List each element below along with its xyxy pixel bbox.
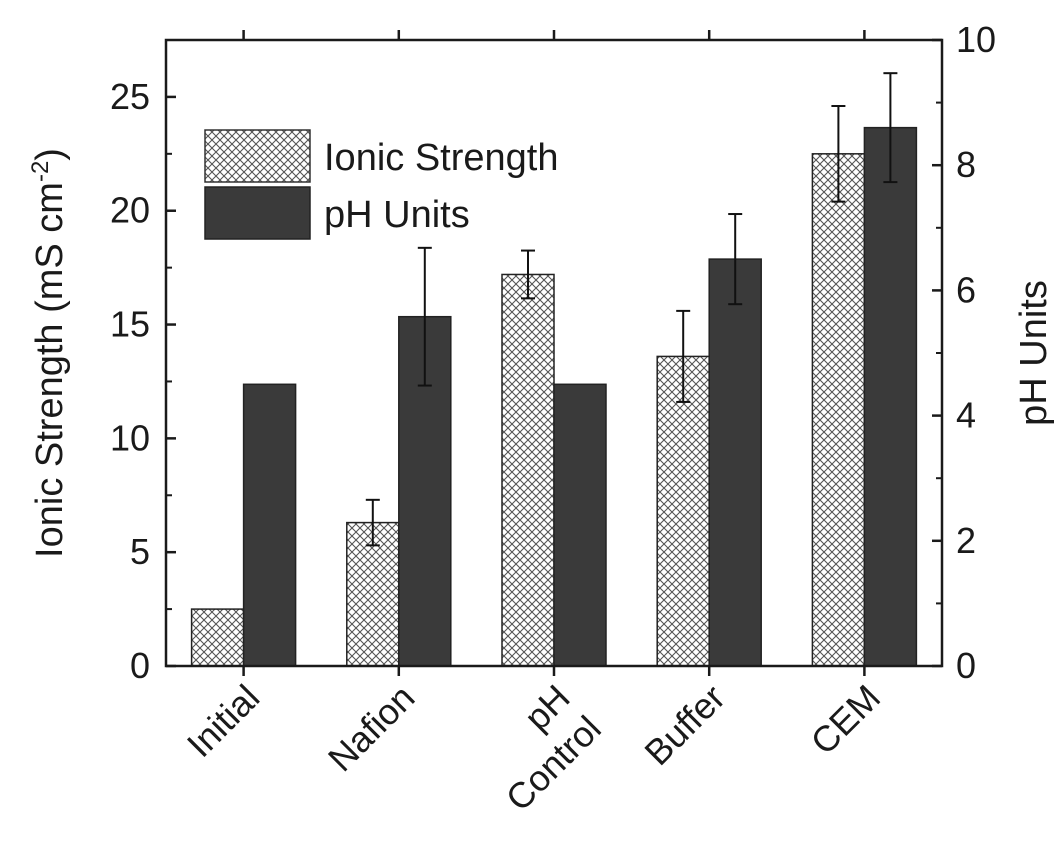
x-tick-label-line: CEM	[802, 677, 888, 763]
legend-label-ionic-strength: Ionic Strength	[324, 137, 558, 179]
left-axis: 0 5 10 15 20 25	[110, 76, 176, 686]
bar-ionic-strength	[501, 273, 555, 667]
x-tick-label-line: Nafion	[320, 677, 423, 780]
legend-label-ph-units: pH Units	[324, 194, 470, 236]
right-tick-label: 10	[956, 19, 996, 60]
right-tick-label: 6	[956, 269, 976, 310]
bar-ionic-strength	[811, 153, 866, 667]
right-tick-label: 2	[956, 520, 976, 561]
right-axis-title: pH Units	[1013, 280, 1055, 426]
right-tick-label: 8	[956, 144, 976, 185]
x-tick-label: Nafion	[320, 677, 423, 780]
bar-ph-units	[398, 315, 452, 667]
left-axis-title: Ionic Strength (mS cm-2)	[27, 148, 71, 558]
x-tick-label-line: Buffer	[636, 677, 732, 773]
x-tick-label-line: Initial	[179, 677, 267, 765]
bar-ionic-strength	[190, 608, 245, 667]
left-tick-label: 0	[130, 645, 150, 686]
left-tick-label: 25	[110, 76, 150, 117]
error-bar-ionic-strength	[676, 309, 691, 403]
error-bar-ionic-strength	[365, 498, 380, 547]
bar-ph-units	[242, 383, 297, 667]
left-axis-title-main: Ionic Strength (mS cm	[29, 182, 71, 558]
error-bar-ph-units	[728, 213, 743, 306]
legend: Ionic Strength pH Units	[204, 129, 558, 240]
left-tick-label: 5	[130, 531, 150, 572]
right-tick-label: 4	[956, 395, 976, 436]
right-tick-label: 0	[956, 645, 976, 686]
error-bar-ph-units	[883, 72, 898, 184]
error-bar-ionic-strength	[831, 105, 846, 203]
x-tick-label: pHControl	[467, 677, 609, 819]
error-bar-ionic-strength	[521, 249, 535, 300]
error-bars-layer	[365, 72, 898, 547]
bars-layer	[190, 126, 918, 667]
bar-ph-units	[863, 126, 918, 667]
left-axis-title-superscript: -2	[27, 161, 54, 182]
left-axis-title-end: )	[29, 148, 71, 161]
bar-ph-units	[708, 258, 762, 667]
x-tick-label: Buffer	[636, 677, 732, 773]
left-tick-label: 10	[110, 417, 150, 458]
legend-swatch-ph-units	[204, 186, 311, 240]
legend-swatch-ionic-strength	[204, 129, 311, 183]
left-tick-label: 15	[110, 304, 150, 345]
left-tick-label: 20	[110, 190, 150, 231]
bar-ph-units	[553, 383, 607, 667]
x-tick-label: CEM	[802, 677, 888, 763]
error-bar-ph-units	[417, 246, 432, 387]
x-tick-label: Initial	[179, 677, 267, 765]
right-axis: 0 2 4 6 8 10	[932, 19, 996, 686]
